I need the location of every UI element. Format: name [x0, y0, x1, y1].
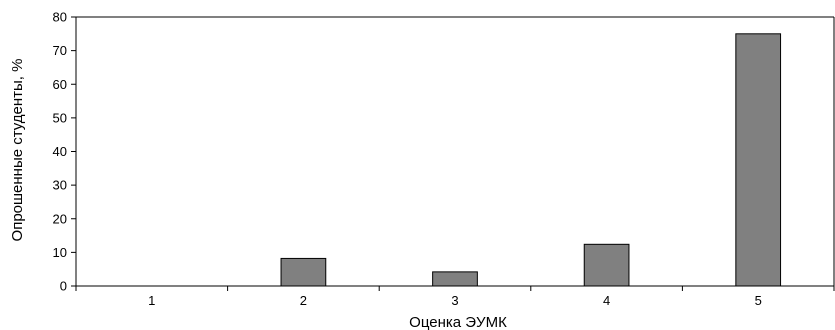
y-tick-label: 70 — [53, 43, 67, 58]
plot-area: 0 10 20 30 40 50 60 70 80 1 2 3 4 5 — [53, 10, 835, 308]
bar-4 — [583, 243, 630, 287]
bar-2 — [280, 257, 327, 287]
x-axis-title: Оценка ЭУМК — [409, 314, 507, 330]
x-tick-label: 5 — [755, 293, 762, 308]
y-tick-label: 0 — [60, 279, 67, 294]
bar-5 — [735, 33, 782, 287]
bar-3 — [432, 271, 478, 287]
y-tick-label: 80 — [53, 10, 67, 25]
x-tick-label: 2 — [300, 293, 307, 308]
y-tick-label: 60 — [53, 77, 67, 92]
y-tick-label: 40 — [53, 144, 67, 159]
x-tick-label: 4 — [603, 293, 610, 308]
x-tick-label: 1 — [148, 293, 155, 308]
y-tick-label: 50 — [53, 110, 67, 125]
y-tick-label: 10 — [53, 245, 67, 260]
y-axis-title: Опрошенные студенты, % — [9, 59, 26, 242]
x-tick-label: 3 — [451, 293, 458, 308]
y-tick-label: 20 — [53, 211, 67, 226]
y-tick-label: 30 — [53, 178, 67, 193]
